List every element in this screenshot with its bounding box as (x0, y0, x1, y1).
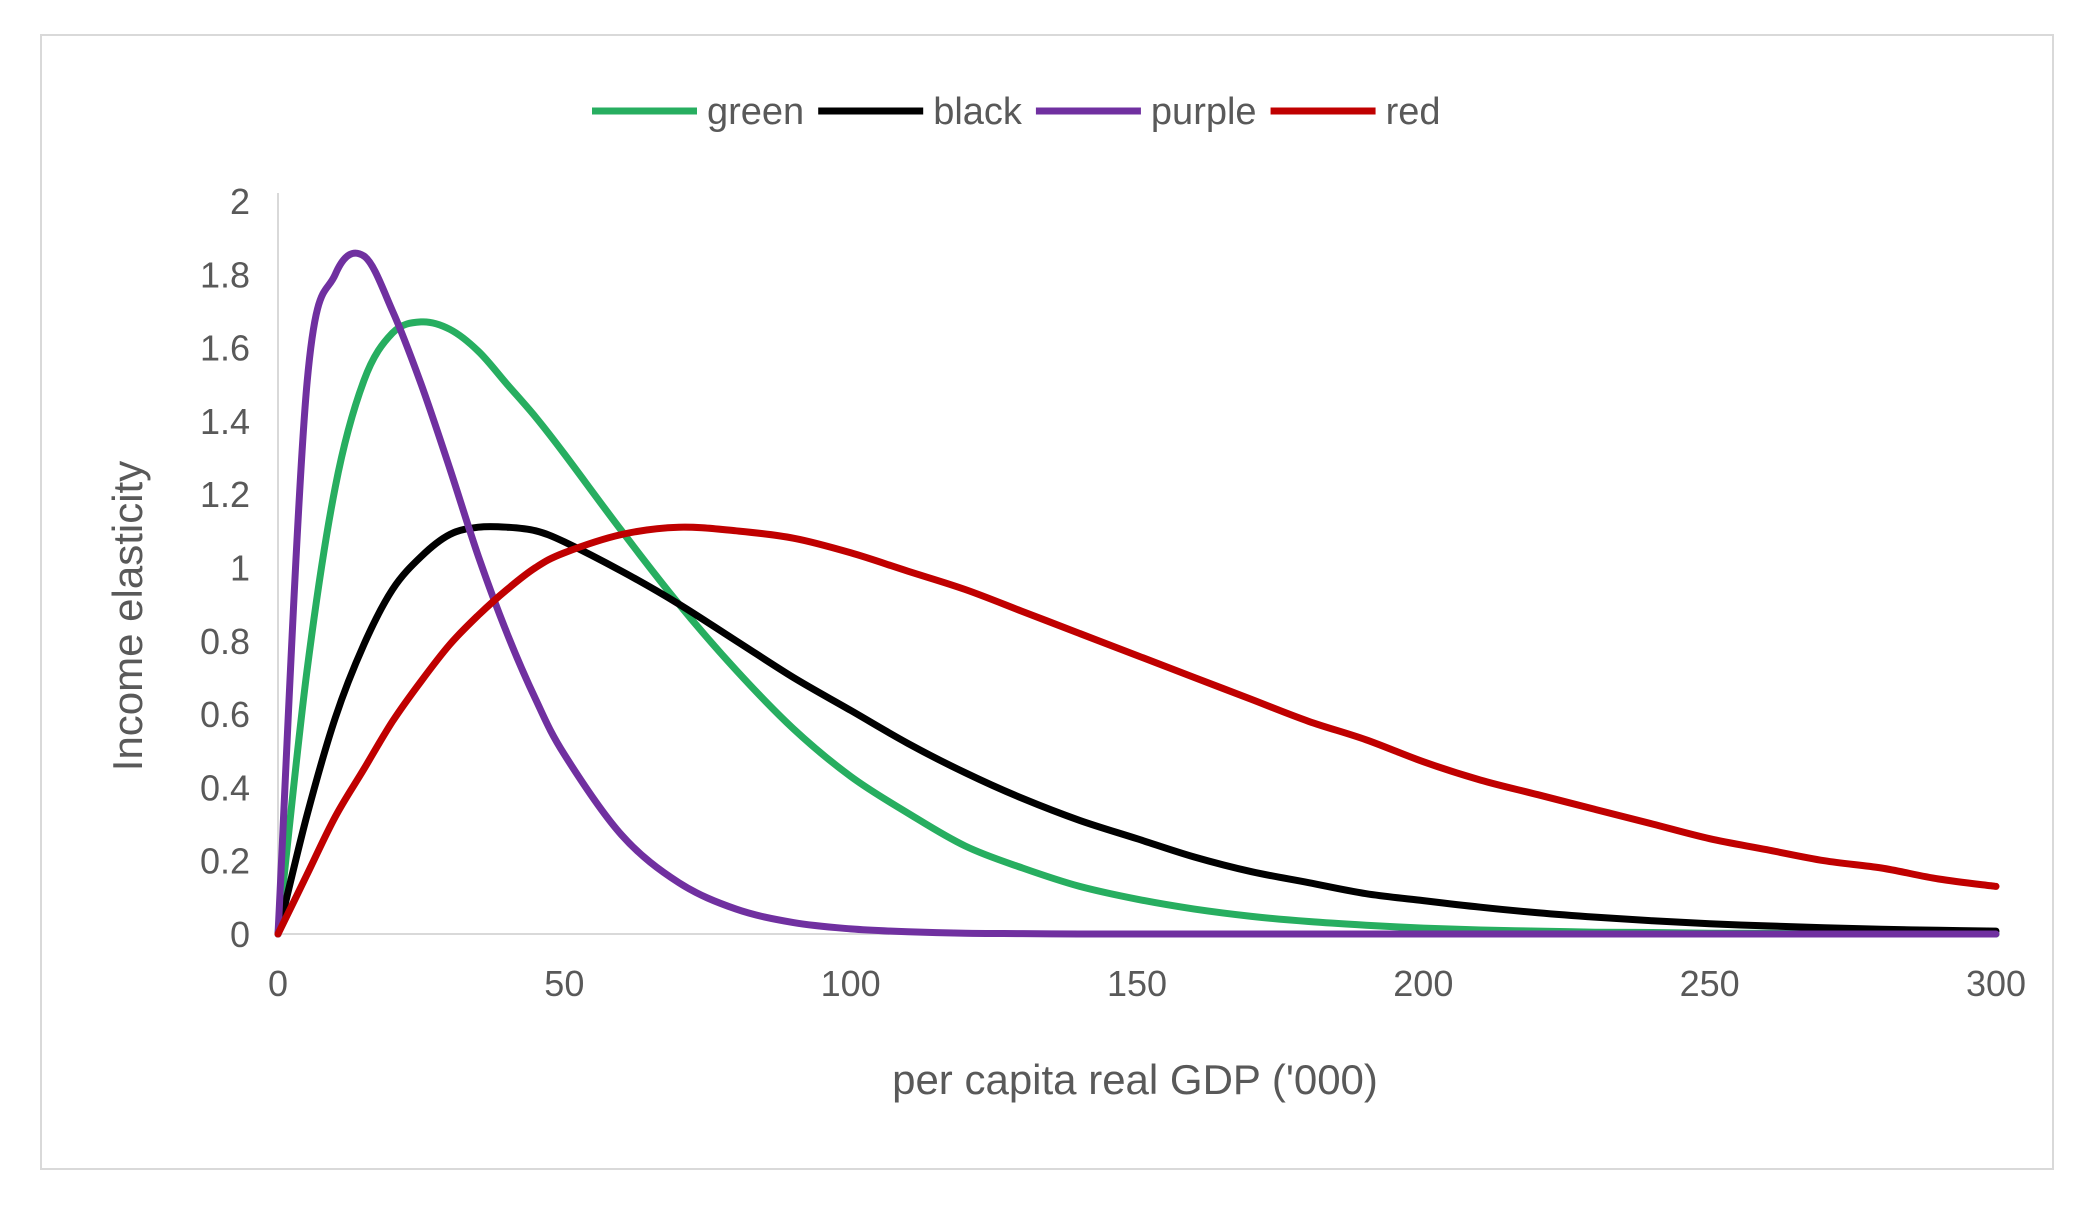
x-tick-label: 200 (1393, 963, 1453, 1004)
income-elasticity-chart: green black purple red 0 0.2 0.4 0.6 0.8 1 1.2 1.4… (104, 91, 2026, 1103)
y-tick-label: 2 (230, 181, 250, 222)
chart-frame: green black purple red 0 0.2 0.4 0.6 0.8 1 1.2 1.4… (40, 34, 2054, 1170)
axes: 0 0.2 0.4 0.6 0.8 1 1.2 1.4 1.6 1.8 2 0 50 100 150 200 2… (200, 181, 2026, 1004)
y-tick-label: 1.6 (200, 328, 250, 369)
legend-label-black: black (933, 91, 1023, 133)
y-tick-label: 1.2 (200, 474, 250, 515)
legend-label-purple: purple (1151, 91, 1257, 133)
y-tick-label: 1 (230, 548, 250, 589)
legend-label-green: green (707, 91, 804, 133)
y-tick-label: 0.2 (200, 841, 250, 882)
x-tick-label: 100 (821, 963, 881, 1004)
y-tick-label: 0.6 (200, 694, 250, 735)
x-tick-label: 300 (1966, 963, 2026, 1004)
series-line-black (274, 523, 2000, 938)
y-axis-title: Income elasticity (104, 461, 151, 771)
y-tick-label: 0.4 (200, 767, 250, 808)
y-tick-label: 1.4 (200, 401, 250, 442)
series-layer (274, 249, 2000, 938)
x-tick-label: 50 (544, 963, 584, 1004)
series-line-purple (274, 249, 2000, 938)
series-line-red (274, 523, 2000, 938)
legend-label-red: red (1386, 91, 1441, 133)
y-tick-label: 0 (230, 914, 250, 955)
x-tick-label: 150 (1107, 963, 1167, 1004)
legend: green black purple red (592, 91, 1440, 133)
x-tick-label: 250 (1680, 963, 1740, 1004)
y-tick-label: 0.8 (200, 621, 250, 662)
y-tick-label: 1.8 (200, 254, 250, 295)
x-tick-label: 0 (268, 963, 288, 1004)
x-axis-title: per capita real GDP ('000) (892, 1056, 1378, 1103)
